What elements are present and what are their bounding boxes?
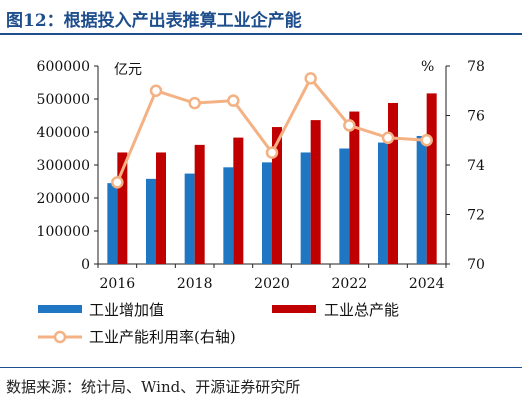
bar-value-added	[146, 178, 156, 264]
utilization-point	[188, 96, 201, 110]
bar-total-capacity	[194, 144, 205, 264]
right-axis-tick-label: 74	[467, 158, 485, 174]
bar-value-added	[416, 135, 427, 264]
bar-total-capacity	[349, 111, 360, 264]
utilization-point	[111, 176, 124, 189]
utilization-point	[343, 119, 356, 132]
bar-value-added	[262, 162, 272, 264]
x-axis-tick-label: 2018	[177, 276, 213, 292]
utilization-point	[265, 146, 279, 159]
bar-total-capacity	[156, 152, 166, 264]
x-axis-tick-label: 2020	[254, 276, 290, 292]
legend-label-value-added: 工业增加值	[89, 301, 164, 319]
right-axis-tick-label: 78	[467, 59, 485, 75]
bar-value-added	[184, 173, 195, 264]
figure-title: 图12：根据投入产出表推算工业企产能	[6, 11, 302, 31]
source-divider	[0, 367, 522, 368]
bar-total-capacity	[272, 127, 282, 264]
legend-label-utilization: 工业产能利用率(右轴)	[89, 328, 236, 346]
bar-value-added	[223, 167, 234, 264]
left-axis-tick-label: 600000	[37, 59, 90, 75]
left-axis-tick-label: 300000	[37, 158, 90, 174]
bar-total-capacity	[310, 120, 321, 265]
utilization-point	[420, 134, 433, 147]
bar-total-capacity	[233, 137, 244, 264]
left-axis-tick-label: 100000	[37, 224, 90, 240]
bar-total-capacity	[388, 102, 398, 265]
left-axis-unit: 亿元	[114, 62, 142, 78]
utilization-point	[149, 84, 163, 97]
legend-label-total-capacity: 工业总产能	[324, 301, 399, 319]
bar-total-capacity	[426, 93, 437, 264]
source-note: 数据来源：统计局、Wind、开源证券研究所	[6, 378, 301, 396]
x-axis-tick-label: 2022	[332, 276, 368, 292]
right-axis-tick-label: 76	[467, 109, 485, 125]
bar-total-capacity	[117, 152, 128, 264]
utilization-point	[381, 131, 395, 145]
right-axis-tick-label: 72	[467, 208, 485, 224]
x-axis-tick-label: 2016	[100, 276, 136, 292]
left-axis-tick-label: 400000	[37, 125, 90, 141]
legend-swatch-utilization-marker	[53, 330, 67, 344]
left-axis-tick-label: 500000	[37, 92, 90, 108]
left-axis-tick-label: 200000	[37, 191, 90, 207]
bar-value-added	[107, 183, 118, 264]
legend-swatch-total-capacity	[272, 305, 316, 313]
right-axis-tick-label: 70	[467, 257, 485, 273]
bar-value-added	[339, 148, 350, 264]
x-axis-tick-label: 2024	[409, 276, 445, 292]
title-divider	[0, 33, 522, 35]
utilization-point	[304, 72, 317, 85]
legend-swatch-value-added	[38, 305, 82, 313]
bar-value-added	[300, 152, 311, 264]
right-axis-unit: %	[421, 59, 434, 75]
bar-value-added	[378, 142, 388, 264]
utilization-point	[227, 94, 240, 107]
left-axis-tick-label: 0	[81, 257, 90, 273]
